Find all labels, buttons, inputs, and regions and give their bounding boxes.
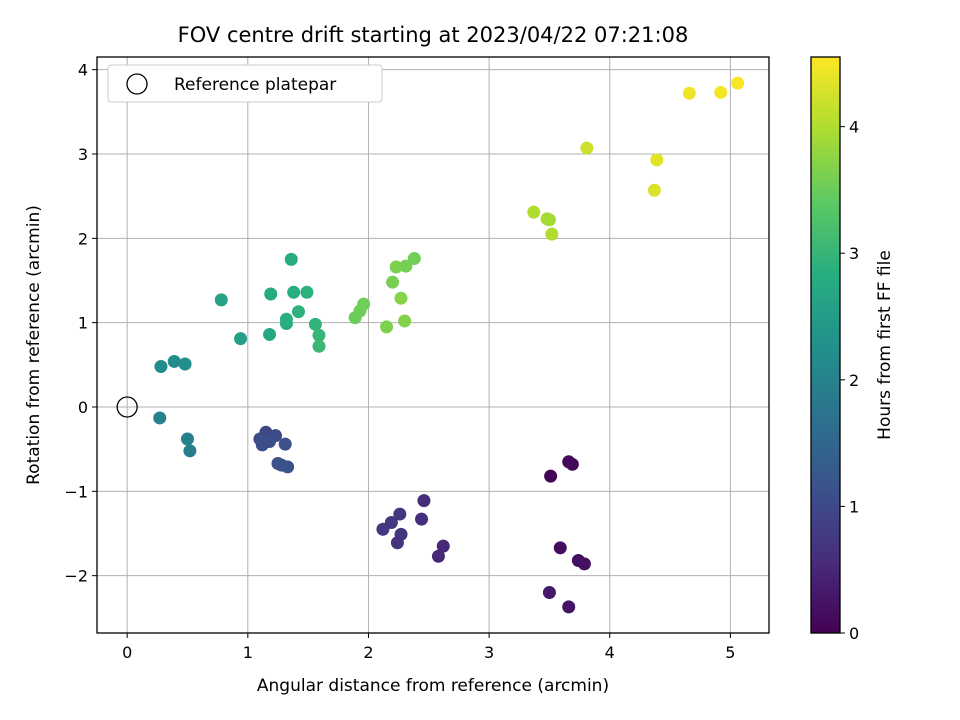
x-tick-label: 4: [605, 643, 615, 662]
data-point: [393, 507, 407, 521]
legend-marker: [126, 73, 148, 95]
y-tick-label: 3: [78, 145, 88, 164]
colorbar-ticks: 0 1 2 3 4: [840, 118, 859, 643]
y-axis-ticks: −2 −1 0 1 2 3 4: [64, 61, 97, 586]
data-point: [731, 76, 745, 90]
legend-box: [107, 64, 383, 103]
data-point: [287, 285, 301, 299]
data-point: [263, 327, 277, 341]
data-point: [281, 460, 295, 474]
y-tick-label: 4: [78, 61, 88, 80]
colorbar-tick-label: 4: [849, 118, 859, 137]
chart-title: FOV centre drift starting at 2023/04/22 …: [178, 23, 689, 47]
y-tick-label: −1: [64, 482, 88, 501]
data-point: [562, 600, 576, 614]
reference-marker: [116, 396, 138, 418]
data-point: [553, 541, 567, 555]
data-point: [577, 557, 591, 571]
y-tick-label: 0: [78, 398, 88, 417]
data-point: [431, 549, 445, 563]
x-tick-label: 1: [243, 643, 253, 662]
data-point: [279, 312, 293, 326]
data-point: [312, 339, 326, 353]
data-point: [380, 320, 394, 334]
legend-entry-reference: Reference platepar: [174, 75, 336, 95]
data-point: [284, 252, 298, 266]
data-point: [376, 522, 390, 536]
x-tick-label: 0: [122, 643, 132, 662]
data-point: [390, 536, 404, 550]
data-point: [167, 354, 181, 368]
data-point: [214, 293, 228, 307]
y-tick-label: 1: [78, 314, 88, 333]
data-point: [565, 457, 579, 471]
data-point: [650, 153, 664, 167]
data-point: [394, 291, 408, 305]
data-point: [312, 328, 326, 342]
plot-frame: [96, 56, 770, 634]
data-point: [178, 357, 192, 371]
colorbar: [810, 56, 841, 634]
data-point: [682, 86, 696, 100]
reference-layer: [116, 396, 138, 418]
data-point: [398, 314, 412, 328]
data-point: [308, 317, 322, 331]
data-point: [436, 539, 450, 553]
data-point: [580, 141, 594, 155]
x-axis-label: Angular distance from reference (arcmin): [257, 676, 609, 696]
data-point: [545, 227, 559, 241]
y-axis-label: Rotation from reference (arcmin): [24, 205, 44, 485]
legend: Reference platepar: [107, 64, 383, 103]
data-point: [278, 437, 292, 451]
y-tick-label: −2: [64, 567, 88, 586]
data-point: [542, 586, 556, 600]
data-point: [255, 438, 269, 452]
points-layer: [153, 76, 745, 614]
x-tick-label: 5: [725, 643, 735, 662]
data-point: [153, 411, 167, 425]
data-point: [386, 275, 400, 289]
data-point: [154, 360, 168, 374]
colorbar-tick-label: 1: [849, 497, 859, 516]
data-point: [389, 260, 403, 274]
colorbar-tick-label: 3: [849, 244, 859, 263]
colorbar-tick-label: 0: [849, 624, 859, 643]
grid-layer: [97, 57, 769, 633]
data-point: [714, 85, 728, 99]
data-point: [647, 183, 661, 197]
data-point: [407, 252, 421, 266]
y-tick-label: 2: [78, 229, 88, 248]
data-point: [417, 494, 431, 508]
data-point: [544, 469, 558, 483]
data-point: [399, 259, 413, 273]
colorbar-label: Hours from first FF file: [875, 250, 895, 440]
data-point: [542, 213, 556, 227]
data-point: [300, 285, 314, 299]
data-point: [234, 332, 248, 346]
data-point: [183, 444, 197, 458]
data-point: [527, 205, 541, 219]
data-point: [357, 297, 371, 311]
data-point: [415, 512, 429, 526]
data-point: [180, 432, 194, 446]
x-axis-ticks: 0 1 2 3 4 5: [122, 633, 735, 662]
x-tick-label: 3: [484, 643, 494, 662]
data-point: [264, 287, 278, 301]
data-point: [291, 305, 305, 319]
x-tick-label: 2: [363, 643, 373, 662]
colorbar-tick-label: 2: [849, 371, 859, 390]
